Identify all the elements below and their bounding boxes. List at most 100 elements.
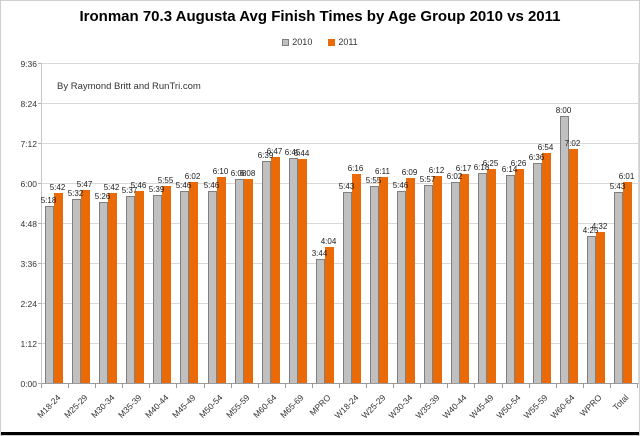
gridline <box>42 223 638 224</box>
bar-2011-W40-44 <box>460 174 469 383</box>
bar-value-label: 5:57 <box>419 175 436 184</box>
legend-swatch-2010-icon <box>282 38 290 46</box>
y-axis-tick-label: 4:48 <box>20 219 37 229</box>
bar-2010-MPRO <box>316 259 325 383</box>
bar-2011-WPRO <box>596 232 605 383</box>
y-axis-tick-label: 1:12 <box>20 339 37 349</box>
x-axis-tick <box>176 384 177 388</box>
bar-value-label: 6:25 <box>482 159 499 168</box>
legend-item-2010: 2010 <box>282 37 312 47</box>
bar-value-label: 3:44 <box>311 249 328 258</box>
bar-2010-M30-34 <box>99 202 108 383</box>
bar-2011-W55-59 <box>542 153 551 383</box>
y-axis-tick <box>38 183 41 184</box>
x-axis-tick <box>420 384 421 388</box>
y-axis-tick-label: 0:00 <box>20 379 37 389</box>
x-axis-tick <box>502 384 503 388</box>
bar-2011-W35-39 <box>433 176 442 383</box>
bar-value-label: 5:43 <box>609 182 626 191</box>
bar-2011-M65-69 <box>298 159 307 383</box>
y-axis-tick <box>38 343 41 344</box>
y-axis-tick-label: 7:12 <box>20 139 37 149</box>
bar-value-label: 6:26 <box>510 159 527 168</box>
bar-2010-M45-49 <box>180 191 189 383</box>
bar-value-label: 5:46 <box>130 181 147 190</box>
bar-2011-M55-59 <box>244 179 253 383</box>
legend-swatch-2011-icon <box>328 38 336 46</box>
bar-2010-M35-39 <box>126 196 135 383</box>
bar-value-label: 6:09 <box>401 168 418 177</box>
y-axis-tick <box>38 143 41 144</box>
bar-2010-W35-39 <box>424 185 433 383</box>
y-axis-tick <box>38 63 41 64</box>
gridline <box>42 303 638 304</box>
bar-value-label: 4:25 <box>582 226 599 235</box>
bar-value-label: 5:55 <box>365 176 382 185</box>
gridline <box>42 143 638 144</box>
bar-value-label: 6:54 <box>537 143 554 152</box>
bar-2011-MPRO <box>325 247 334 383</box>
legend: 2010 2011 <box>1 37 639 47</box>
bar-2011-M30-34 <box>108 193 117 383</box>
bar-2011-W60-64 <box>569 149 578 383</box>
x-axis-tick <box>610 384 611 388</box>
bar-value-label: 5:47 <box>76 180 93 189</box>
bar-value-label: 6:36 <box>528 153 545 162</box>
bar-2010-M60-64 <box>262 161 271 383</box>
bar-2010-WPRO <box>587 236 596 383</box>
bar-2010-W50-54 <box>506 175 515 383</box>
x-axis-tick <box>258 384 259 388</box>
bar-2011-M45-49 <box>189 182 198 383</box>
bar-value-label: 8:00 <box>555 106 572 115</box>
gridline <box>42 263 638 264</box>
y-axis-tick <box>38 263 41 264</box>
credit-watermark: By Raymond Britt and RunTri.com <box>57 81 201 92</box>
bar-value-label: 6:02 <box>446 172 463 181</box>
y-axis-tick-label: 3:36 <box>20 259 37 269</box>
y-axis-tick <box>38 103 41 104</box>
x-axis-tick <box>68 384 69 388</box>
bar-value-label: 5:42 <box>103 183 120 192</box>
x-axis-tick <box>285 384 286 388</box>
bar-value-label: 6:44 <box>293 149 310 158</box>
bar-value-label: 6:12 <box>428 166 445 175</box>
gridline <box>42 183 638 184</box>
bar-value-label: 6:11 <box>375 167 390 176</box>
x-axis-tick <box>556 384 557 388</box>
bar-value-label: 6:08 <box>230 169 247 178</box>
x-axis-tick <box>312 384 313 388</box>
bar-value-label: 5:42 <box>49 183 66 192</box>
bar-2011-M18-24 <box>54 193 63 383</box>
gridline <box>42 63 638 64</box>
bar-value-label: 6:18 <box>473 163 490 172</box>
bar-2010-W60-64 <box>560 116 569 383</box>
x-axis-tick <box>366 384 367 388</box>
bar-2010-M65-69 <box>289 158 298 383</box>
bar-value-label: 5:32 <box>67 189 84 198</box>
bar-2010-M55-59 <box>235 179 244 383</box>
x-axis-tick <box>339 384 340 388</box>
bar-value-label: 5:37 <box>121 186 138 195</box>
bar-2010-M40-44 <box>153 195 162 383</box>
x-axis-tick <box>583 384 584 388</box>
x-axis-tick <box>474 384 475 388</box>
x-axis-tick <box>149 384 150 388</box>
bar-value-label: 6:45 <box>284 148 301 157</box>
bar-value-label: 6:02 <box>184 172 201 181</box>
bar-value-label: 4:04 <box>320 237 337 246</box>
bar-value-label: 5:18 <box>40 196 57 205</box>
bar-value-label: 5:55 <box>157 176 174 185</box>
bar-value-label: 5:39 <box>148 185 165 194</box>
y-axis-tick-label: 9:36 <box>20 59 37 69</box>
bar-2011-M40-44 <box>162 186 171 383</box>
legend-label-2010: 2010 <box>292 37 313 47</box>
bar-2010-W45-49 <box>478 173 487 383</box>
x-axis-tick <box>447 384 448 388</box>
x-axis-tick <box>231 384 232 388</box>
bar-value-label: 6:08 <box>239 169 256 178</box>
bar-2010-W25-29 <box>370 186 379 383</box>
bar-2010-W40-44 <box>451 182 460 383</box>
y-axis-tick <box>38 303 41 304</box>
chart-title: Ironman 70.3 Augusta Avg Finish Times by… <box>79 8 561 25</box>
